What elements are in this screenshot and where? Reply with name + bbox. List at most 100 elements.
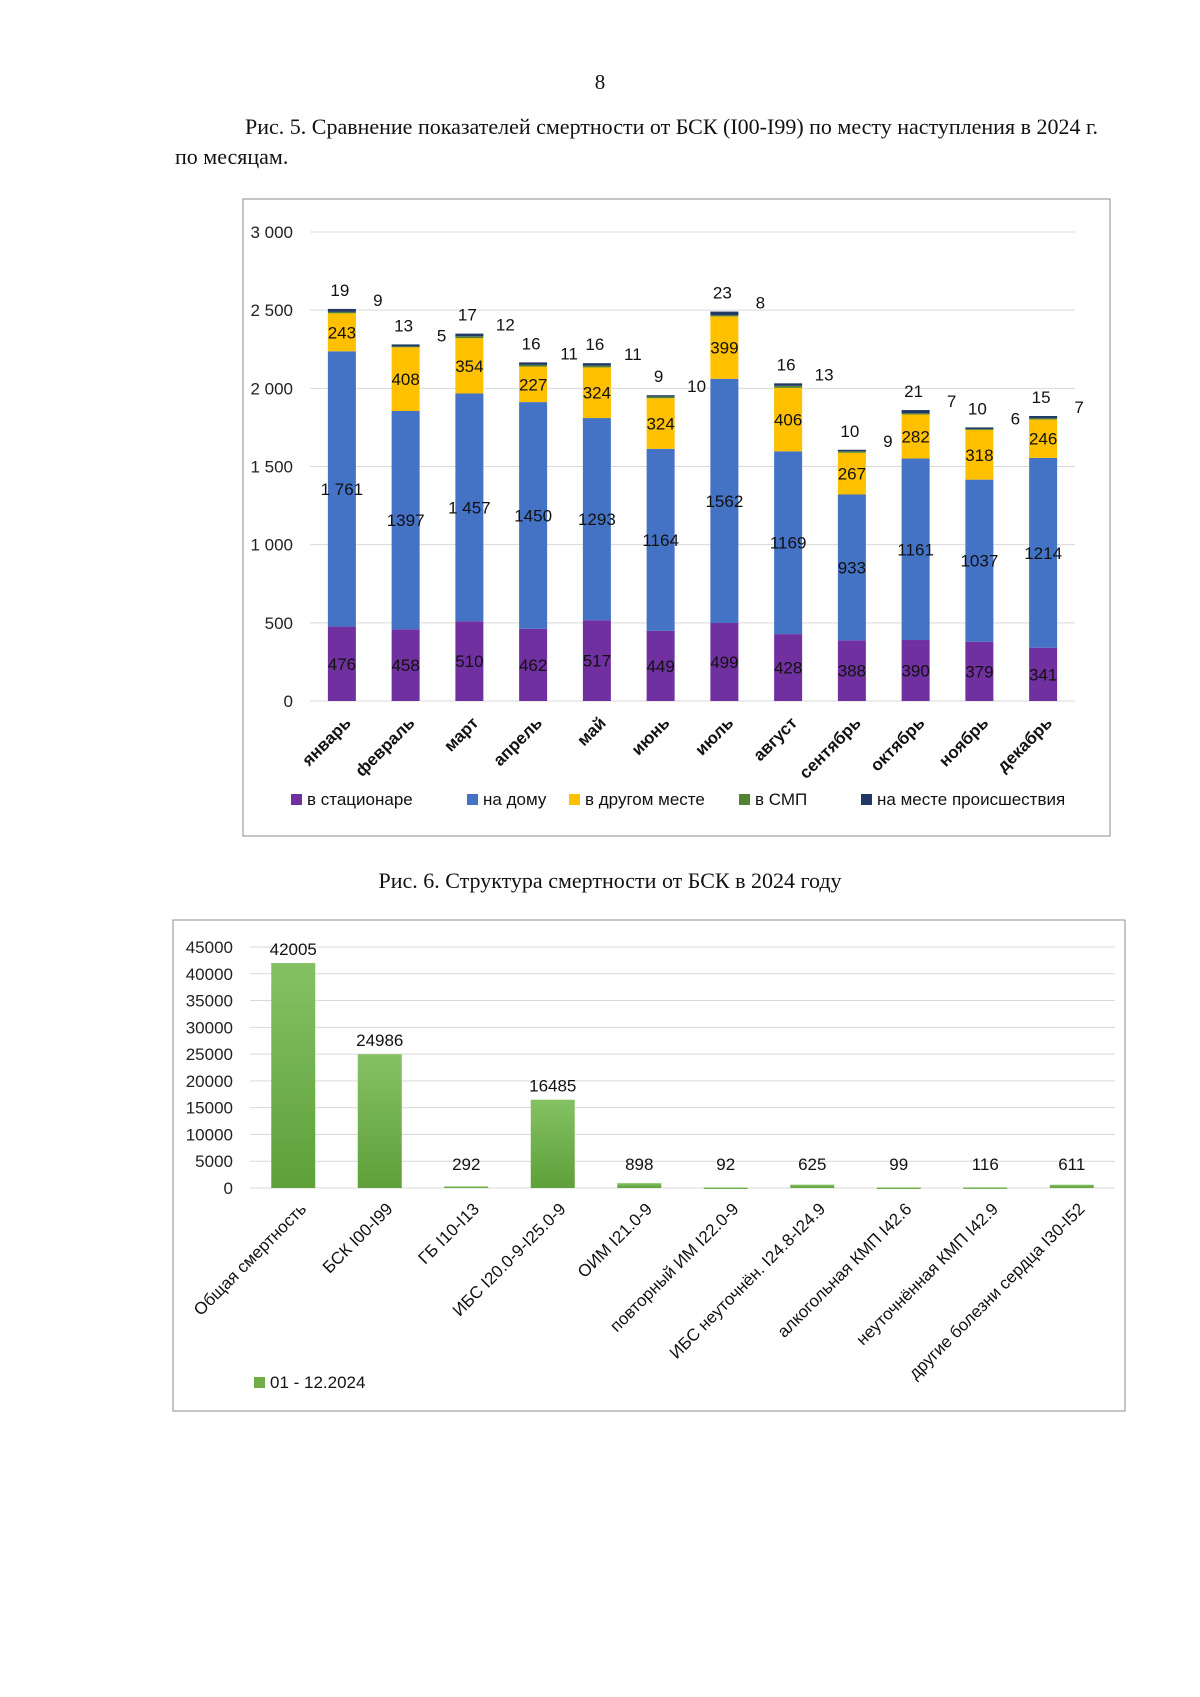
data-label: 21	[904, 382, 923, 401]
data-label: 933	[838, 558, 866, 577]
data-label: 17	[458, 306, 477, 325]
y-tick-label: 0	[284, 692, 293, 711]
data-label: 449	[646, 657, 674, 676]
bar-inpatient	[1029, 647, 1058, 701]
bar-incident-site	[519, 362, 548, 365]
data-label: 379	[965, 662, 993, 681]
data-label: 10	[687, 377, 706, 396]
bar	[963, 1187, 1008, 1189]
y-tick-label: 30000	[186, 1018, 233, 1037]
bar-incident-site	[646, 395, 675, 397]
data-label: 898	[625, 1155, 653, 1174]
bar-ambulance	[901, 413, 930, 415]
y-tick-label: 25000	[186, 1045, 233, 1064]
bar-other-place	[646, 398, 675, 449]
data-label: 24986	[356, 1031, 403, 1050]
bar-other-place	[774, 387, 803, 452]
bar-home	[965, 479, 994, 642]
data-label: 7	[947, 392, 956, 411]
bar-inpatient	[965, 641, 994, 701]
bar	[271, 963, 316, 1188]
bar-incident-site	[1029, 416, 1058, 419]
bar-home	[327, 351, 356, 627]
bar	[444, 1186, 489, 1188]
data-label: 399	[710, 339, 738, 358]
bar-ambulance	[519, 364, 548, 367]
data-label: 15	[1032, 388, 1051, 407]
data-label: 1 457	[448, 498, 491, 517]
data-label: 354	[455, 357, 483, 376]
bar-other-place	[710, 316, 739, 379]
figure-6-chart: 0 5000 10000 15000 20000 25000 30000 35000 40000…	[172, 919, 1126, 1412]
data-label: 1214	[1024, 544, 1062, 563]
legend-entry: на дому	[483, 790, 547, 809]
data-label: 388	[838, 662, 866, 681]
data-label: 99	[889, 1155, 908, 1174]
page-number: 8	[594, 70, 606, 94]
bar	[357, 1054, 402, 1188]
bar-incident-site	[965, 427, 994, 429]
legend-swatch	[569, 794, 580, 805]
bar-other-place	[455, 338, 484, 394]
bar-home	[391, 411, 420, 630]
data-label: 19	[330, 281, 349, 300]
bar	[1049, 1184, 1094, 1188]
y-tick-label: 15000	[186, 1099, 233, 1118]
data-label: 11	[560, 344, 578, 363]
data-label: 7	[1074, 398, 1083, 417]
figure-5-chart: 0 500 1 000 1 500 2 000 2 500 3 000 476 1 761 243…	[242, 198, 1111, 837]
bar-home	[455, 393, 484, 622]
data-label: 341	[1029, 665, 1057, 684]
bar-other-place	[965, 429, 994, 480]
bar-inpatient	[327, 626, 356, 701]
data-label: 1164	[642, 531, 679, 550]
legend-entry: в стационаре	[307, 790, 413, 809]
data-label: 227	[519, 375, 547, 394]
bar-inpatient	[774, 634, 803, 701]
bar	[876, 1187, 921, 1189]
data-label: 23	[713, 284, 732, 303]
bar-home	[1029, 457, 1058, 648]
y-tick-label: 20000	[186, 1072, 233, 1091]
legend-entry: в другом месте	[585, 790, 705, 809]
bar-inpatient	[710, 622, 739, 701]
y-tick-label: 0	[224, 1179, 233, 1198]
figure-5-caption: Рис. 5. Сравнение показателей смертности…	[175, 114, 1098, 169]
data-label: 12	[496, 316, 515, 335]
y-tick-label: 2 000	[250, 379, 293, 398]
legend-entry: в СМП	[755, 790, 807, 809]
data-label: 9	[654, 367, 663, 386]
data-label: 10	[968, 399, 987, 418]
bar-inpatient	[519, 628, 548, 701]
data-label: 9	[883, 432, 892, 451]
figure-6-frame	[172, 919, 1126, 1412]
data-label: 510	[455, 652, 483, 671]
bar-ambulance	[391, 346, 420, 348]
bar-inpatient	[391, 629, 420, 701]
figure-6-caption: Рис. 6. Структура смертности от БСК в 20…	[378, 868, 842, 893]
data-label: 476	[328, 655, 356, 674]
y-tick-label: 3 000	[250, 223, 293, 242]
data-label: 1397	[387, 511, 425, 530]
data-label: 6	[1011, 409, 1020, 428]
bar-inpatient	[582, 620, 611, 701]
data-label: 324	[646, 415, 674, 434]
bar-inpatient	[646, 630, 675, 701]
bar-home	[837, 494, 866, 641]
data-label: 8	[756, 294, 765, 313]
data-label: 116	[972, 1155, 999, 1174]
bar-home	[519, 402, 548, 629]
data-label: 16485	[529, 1077, 576, 1096]
y-tick-label: 45000	[186, 938, 233, 957]
bar	[703, 1187, 748, 1190]
data-label: 462	[519, 656, 547, 675]
bar-incident-site	[837, 449, 866, 452]
data-label: 1293	[578, 510, 616, 529]
bar-other-place	[327, 313, 356, 352]
bar-incident-site	[455, 333, 484, 337]
bar-other-place	[837, 452, 866, 495]
bar-home	[582, 418, 611, 621]
data-label: 11	[624, 345, 642, 364]
bar	[790, 1184, 835, 1188]
